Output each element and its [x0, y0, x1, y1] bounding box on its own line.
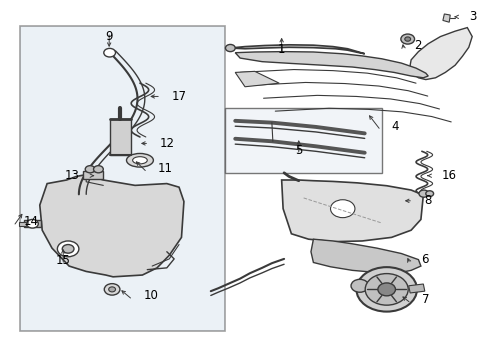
Text: 16: 16 [441, 169, 456, 182]
Text: 13: 13 [65, 169, 80, 182]
Text: 17: 17 [172, 90, 187, 103]
Polygon shape [230, 45, 365, 54]
Text: 5: 5 [295, 144, 302, 157]
Polygon shape [443, 14, 450, 22]
Text: 8: 8 [424, 194, 431, 207]
Bar [225, 108, 382, 173]
Polygon shape [83, 171, 103, 179]
Text: 10: 10 [144, 289, 158, 302]
Polygon shape [410, 28, 472, 80]
Text: 2: 2 [415, 39, 422, 52]
Circle shape [57, 241, 79, 257]
Circle shape [331, 200, 355, 218]
Circle shape [225, 44, 235, 51]
Text: 9: 9 [105, 30, 113, 43]
Polygon shape [409, 284, 425, 293]
Text: 14: 14 [24, 215, 39, 229]
Ellipse shape [126, 153, 153, 167]
Circle shape [104, 284, 120, 295]
Circle shape [378, 283, 395, 296]
Circle shape [356, 267, 417, 312]
Text: 12: 12 [160, 137, 175, 150]
Circle shape [26, 220, 38, 228]
Circle shape [85, 166, 95, 173]
Polygon shape [24, 220, 41, 227]
Polygon shape [311, 239, 421, 273]
Text: 11: 11 [158, 162, 173, 175]
Text: 15: 15 [56, 254, 71, 267]
Circle shape [419, 190, 429, 197]
Polygon shape [110, 119, 131, 155]
Polygon shape [19, 222, 26, 226]
Text: 4: 4 [392, 120, 399, 133]
Circle shape [351, 279, 368, 292]
Polygon shape [235, 51, 428, 78]
Circle shape [94, 166, 103, 173]
Circle shape [62, 244, 74, 253]
Circle shape [426, 191, 434, 197]
Circle shape [104, 48, 116, 57]
Circle shape [365, 274, 408, 305]
Text: 6: 6 [421, 253, 428, 266]
Circle shape [109, 287, 116, 292]
Bar [20, 26, 225, 330]
Ellipse shape [133, 157, 147, 164]
Text: 7: 7 [422, 293, 429, 306]
Polygon shape [235, 71, 279, 87]
Text: 3: 3 [469, 10, 476, 23]
Text: 1: 1 [278, 42, 285, 55]
Circle shape [405, 37, 411, 41]
Polygon shape [282, 180, 423, 242]
Polygon shape [40, 175, 184, 277]
Circle shape [401, 34, 415, 44]
